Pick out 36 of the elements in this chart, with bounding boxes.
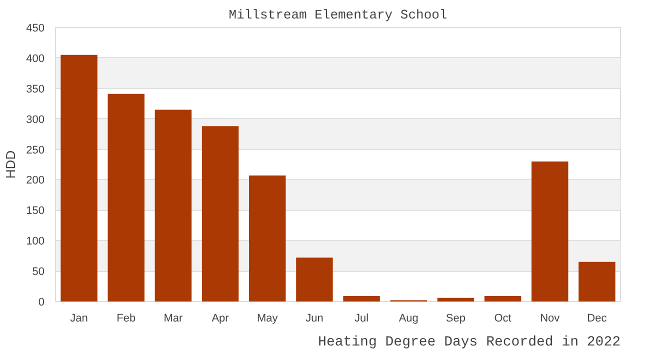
y-tick-label: 50 (32, 266, 45, 278)
x-tick-label: Aug (398, 312, 418, 324)
y-tick-label: 100 (26, 236, 45, 248)
x-axis-title: Heating Degree Days Recorded in 2022 (318, 334, 621, 350)
y-tick-label: 250 (26, 144, 45, 156)
bar (484, 296, 522, 302)
bar (296, 258, 333, 302)
x-tick-label: Nov (540, 312, 560, 324)
y-tick-label: 300 (26, 114, 45, 126)
bar (202, 126, 239, 302)
x-tick-label: Jul (354, 312, 369, 324)
bar (154, 110, 192, 302)
y-tick-label: 350 (26, 83, 45, 96)
bar (532, 161, 568, 302)
chart-title: Millstream Elementary School (228, 8, 448, 22)
y-tick-label: 400 (26, 52, 45, 65)
y-axis-title: HDD (3, 150, 18, 179)
x-tick-label: Mar (164, 312, 184, 324)
x-tick-label: Dec (587, 312, 608, 324)
x-tick-label: Jan (70, 312, 88, 324)
x-tick-label: May (256, 312, 278, 324)
x-tick-label: Sep (446, 312, 466, 324)
bar (108, 94, 144, 302)
x-tick-label: Oct (494, 312, 512, 324)
x-tick-label: Feb (116, 312, 136, 324)
bar (60, 54, 98, 302)
x-tick-label: Jun (306, 312, 324, 324)
bar (343, 296, 380, 302)
x-tick-label: Apr (212, 312, 230, 324)
y-tick-label: 150 (26, 205, 45, 218)
bar (437, 298, 474, 302)
bar (578, 262, 616, 302)
y-tick-label: 200 (26, 174, 45, 187)
y-tick-label: 450 (26, 22, 45, 34)
y-tick-label: 0 (38, 296, 45, 308)
bar (249, 175, 286, 302)
